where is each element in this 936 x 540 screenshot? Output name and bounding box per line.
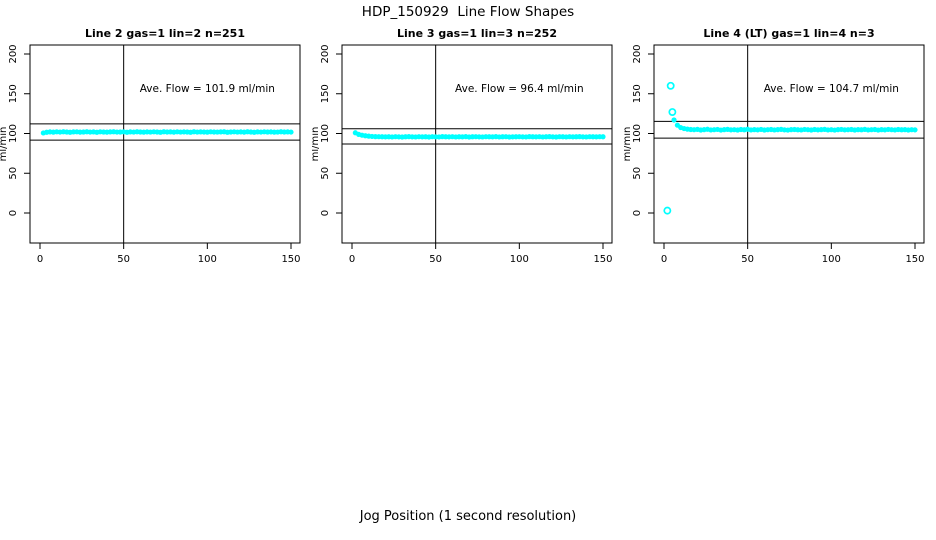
ave-flow-annotation: Ave. Flow = 104.7 ml/min: [764, 83, 899, 95]
panel-line-4: Line 4 (LT) gas=1 lin=4 n=3 0 50 100 150 0 50 1…: [622, 20, 936, 280]
figure-title: HDP_150929 Line Flow Shapes: [361, 4, 575, 20]
x-tick-label: 0: [349, 254, 355, 265]
x-tick-label: 100: [510, 254, 529, 265]
data-point: [288, 129, 294, 135]
y-tick-label: 100: [8, 124, 19, 143]
y-tick-label: 100: [320, 124, 331, 143]
panel-title: Line 3 gas=1 lin=3 n=252: [397, 27, 557, 40]
data-point: [671, 117, 677, 123]
x-tick-label: 0: [661, 254, 667, 265]
data-points: [663, 81, 918, 215]
axes: 0 50 100 150 0 50 100 150 200: [8, 44, 301, 265]
y-tick-label: 50: [320, 167, 331, 180]
panel-line-2: Line 2 gas=1 lin=2 n=251 0 50 100 150 0 50 100 1…: [0, 20, 312, 280]
y-tick-label: 200: [8, 44, 19, 63]
outlier-point: [663, 206, 672, 215]
plot-border: [29, 44, 301, 244]
x-tick-label: 50: [117, 254, 130, 265]
x-tick-label: 150: [905, 254, 924, 265]
reference-lines: [654, 45, 924, 243]
outlier-point: [668, 108, 677, 116]
ave-flow-annotation: Ave. Flow = 101.9 ml/min: [140, 83, 275, 95]
axes: 0 50 100 150 0 50 100 150 200: [632, 44, 925, 265]
axes: 0 50 100 150 0 50 100 150 200: [320, 44, 613, 265]
outlier-point: [666, 81, 675, 90]
panel-svg: Line 2 gas=1 lin=2 n=251 0 50 100 150 0 50 100 1…: [0, 27, 301, 265]
plot-border: [653, 44, 925, 244]
y-tick-label: 100: [632, 124, 643, 143]
x-tick-label: 150: [281, 254, 300, 265]
y-tick-label: 150: [8, 84, 19, 103]
data-point: [912, 127, 918, 133]
y-axis-label: ml/min: [312, 127, 321, 162]
y-tick-label: 150: [320, 84, 331, 103]
x-tick-label: 100: [822, 254, 841, 265]
data-points: [352, 130, 606, 140]
x-tick-label: 0: [37, 254, 43, 265]
y-tick-label: 50: [8, 167, 19, 180]
y-axis-label: ml/min: [624, 127, 633, 162]
x-tick-label: 50: [429, 254, 442, 265]
x-tick-label: 50: [741, 254, 754, 265]
x-tick-label: 150: [593, 254, 612, 265]
panel-svg: Line 4 (LT) gas=1 lin=4 n=3 0 50 100 150 0 50 1…: [622, 27, 925, 265]
panels-row: Line 2 gas=1 lin=2 n=251 0 50 100 150 0 50 100 1…: [0, 20, 936, 280]
y-tick-label: 150: [632, 84, 643, 103]
y-tick-label: 200: [632, 44, 643, 63]
reference-lines: [342, 45, 612, 243]
panel-title: Line 4 (LT) gas=1 lin=4 n=3: [703, 27, 874, 40]
data-point: [600, 134, 606, 140]
x-tick-label: 100: [198, 254, 217, 265]
ave-flow-annotation: Ave. Flow = 96.4 ml/min: [455, 83, 584, 95]
y-tick-label: 0: [8, 210, 19, 216]
data-points: [40, 129, 294, 136]
y-tick-label: 50: [632, 167, 643, 180]
x-axis-label: Jog Position (1 second resolution): [359, 509, 577, 524]
panel-svg: Line 3 gas=1 lin=3 n=252 0 50 100 150 0 50 100 1…: [310, 27, 613, 265]
y-tick-label: 200: [320, 44, 331, 63]
y-tick-label: 0: [320, 210, 331, 216]
reference-lines: [30, 45, 300, 243]
panel-line-3: Line 3 gas=1 lin=3 n=252 0 50 100 150 0 50 100 1…: [310, 20, 624, 280]
panel-title: Line 2 gas=1 lin=2 n=251: [85, 27, 245, 40]
y-tick-label: 0: [632, 210, 643, 216]
y-axis-label: ml/min: [0, 127, 9, 162]
